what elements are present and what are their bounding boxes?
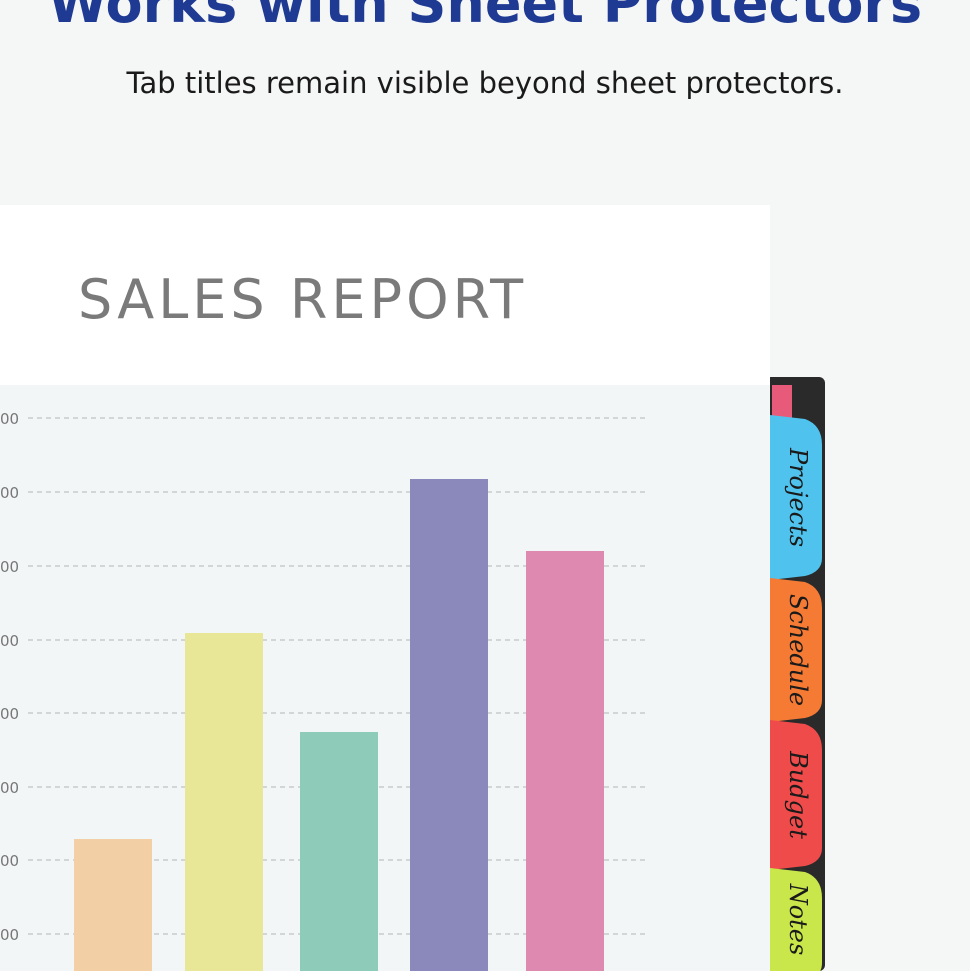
tab-label: Schedule	[784, 594, 812, 706]
axis-label: 00	[0, 779, 19, 797]
bar	[185, 633, 263, 971]
axis-label: 00	[0, 632, 19, 650]
headline: Works with Sheet Protectors	[48, 0, 922, 35]
report-title: SALES REPORT	[78, 268, 527, 331]
axis-label: 00	[0, 926, 19, 944]
bar	[526, 551, 604, 971]
axis-label: 00	[0, 558, 19, 576]
bar	[410, 479, 488, 971]
tabs: Projects Schedule Budget Notes	[770, 415, 822, 971]
tab-label: Budget	[784, 750, 812, 839]
tab-peek	[772, 385, 792, 425]
subheadline: Tab titles remain visible beyond sheet p…	[126, 66, 844, 100]
axis-label: 00	[0, 852, 19, 870]
tab-label: Notes	[784, 883, 812, 956]
tab	[770, 415, 822, 580]
axis-label: 00	[0, 484, 19, 502]
axis-label: 00	[0, 705, 19, 723]
bar	[74, 839, 152, 971]
tab	[770, 868, 822, 971]
tab-label: Projects	[784, 447, 812, 547]
tab	[770, 720, 822, 870]
axis-label: 00	[0, 410, 19, 428]
tab	[770, 578, 822, 722]
bar	[300, 732, 378, 971]
